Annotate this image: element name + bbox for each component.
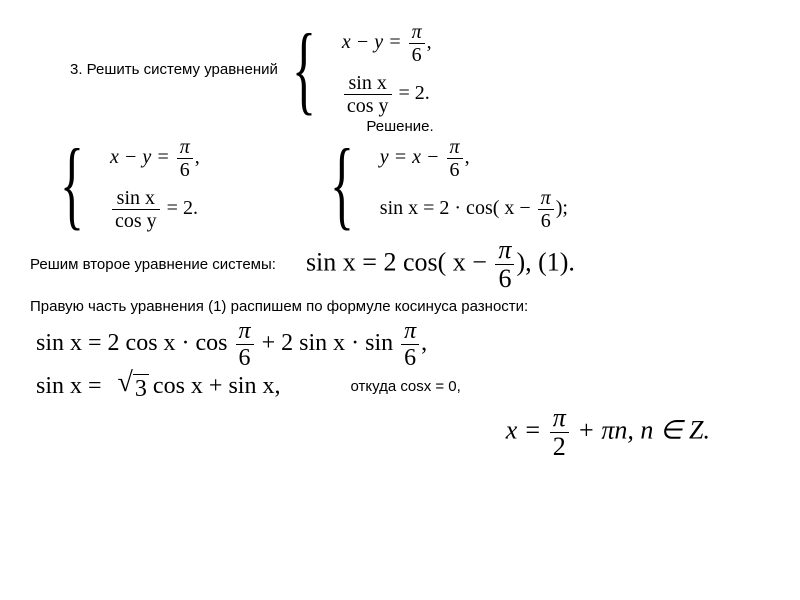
solve-second-line: Решим второе уравнение системы: sin x = …: [30, 237, 770, 292]
expand-note: Правую часть уравнения (1) распишем по ф…: [30, 298, 770, 315]
brace-icon: {: [292, 29, 316, 109]
top-system: { x − y = π 6 , sin x cos y = 2.: [292, 22, 432, 116]
top-eq2: sin x cos y = 2.: [342, 73, 432, 116]
two-systems: { x − y = π 6 , sin x cos y = 2. { y =: [60, 137, 770, 231]
problem-label: 3. Решить систему уравнений: [70, 61, 278, 78]
brace-icon: {: [60, 144, 84, 224]
result-line: x = π 2 + πn, n ∈ Z.: [30, 405, 770, 460]
equation-1: sin x = 2 cos( x − π 6 ), (1).: [306, 237, 575, 292]
top-eq1: x − y = π 6 ,: [342, 22, 432, 65]
whence: откуда cosx = 0,: [350, 378, 460, 395]
brace-icon: {: [330, 144, 354, 224]
solution-heading: Решение.: [30, 118, 770, 135]
expansion-line-1: sin x = 2 cos x · cos π 6 + 2 sin x · si…: [36, 319, 770, 370]
right-system: { y = x − π 6 , sin x = 2 · cos( x − π 6…: [330, 137, 568, 231]
problem-statement: 3. Решить систему уравнений { x − y = π …: [70, 22, 770, 116]
left-system: { x − y = π 6 , sin x cos y = 2.: [60, 137, 200, 231]
expansion-line-2: sin x = √ 3 cos x + sin x, откуда cosx =…: [36, 370, 770, 403]
sqrt-icon: √ 3: [118, 370, 149, 403]
